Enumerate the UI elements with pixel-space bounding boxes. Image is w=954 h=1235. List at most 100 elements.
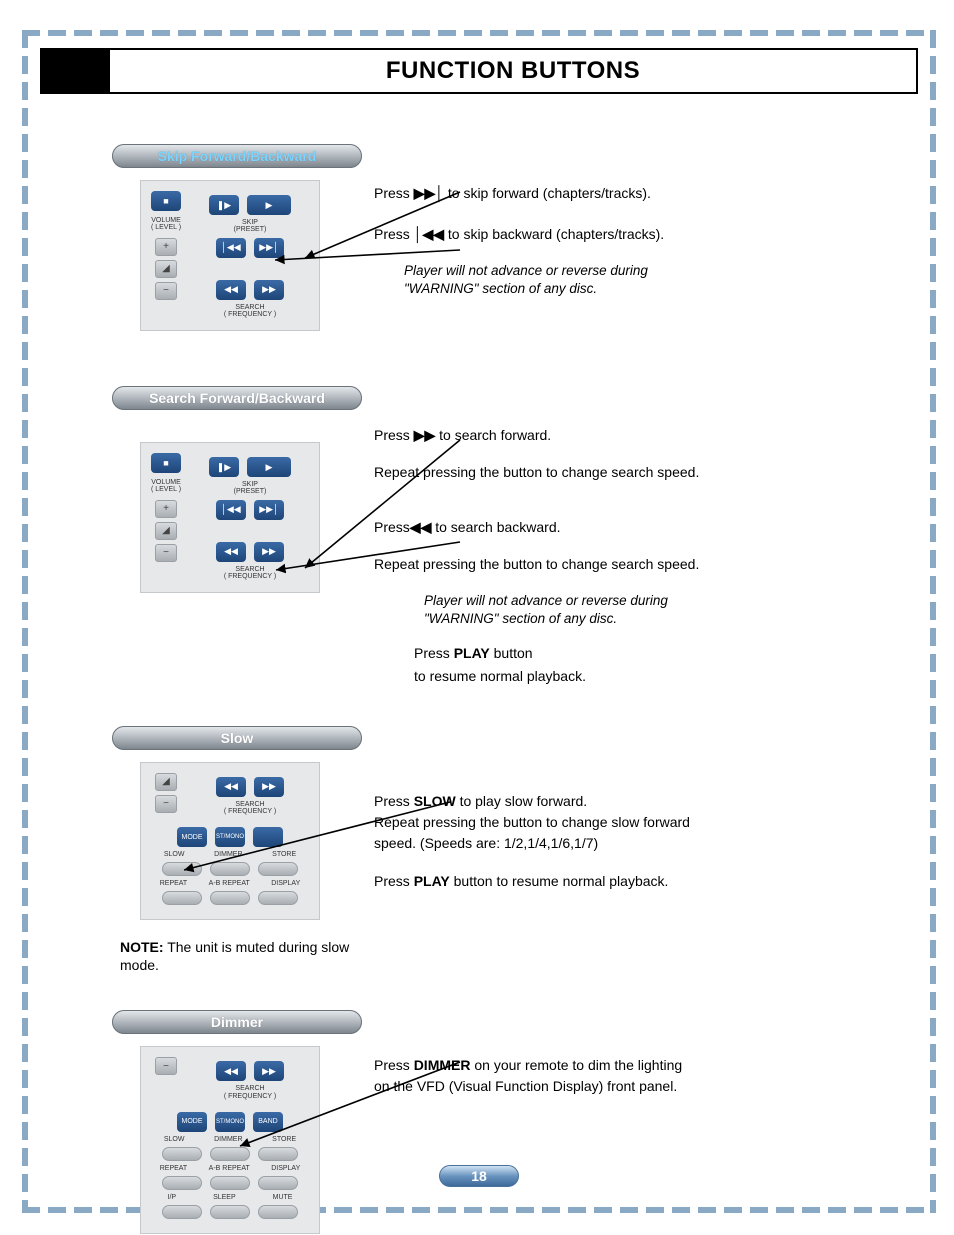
page-title: FUNCTION BUTTONS [110,50,916,92]
pause-play-icon: ❚▶ [209,457,239,477]
section-skip: Skip Forward/Backward ■ VOLUME ( LEVEL )… [40,144,918,350]
vol-up-icon: + [155,238,177,256]
t: REPEAT [160,1165,188,1172]
frame-top [22,30,936,36]
search-label: SEARCH ( FREQUENCY ) [189,1085,311,1100]
search-back-icon: ◀◀ [216,280,246,300]
skip-fwd-icon: ▶▶│ [254,500,284,520]
t: A-B REPEAT [209,880,250,887]
t: STORE [272,851,296,858]
play-icon: ▶ [247,195,291,215]
t: PLAY [454,645,490,661]
blank-btn [253,827,283,847]
skip-fwd-icon: ▶▶│ [254,238,284,258]
frame-right [930,30,936,1213]
t: Repeat pressing the button to change slo… [374,813,918,832]
search-fwd-icon: ▶▶ [254,777,284,797]
t: MUTE [273,1194,293,1201]
t: to resume normal playback. [414,667,918,686]
t: to search backward. [431,519,560,535]
t: Press [374,519,410,535]
skip-label: SKIP (PRESET) [189,219,311,234]
t: Press [374,185,414,201]
t: DISPLAY [271,1165,300,1172]
display-btn [258,891,298,905]
t: button [490,645,533,661]
remote-illustration-skip: ■ VOLUME ( LEVEL ) + ◢ − ❚▶ ▶ SKIP (PRES… [140,180,350,350]
t: Press [374,226,414,242]
search-label: SEARCH ( FREQUENCY ) [189,801,311,816]
t: "WARNING" section of any disc. [404,281,597,296]
play-icon: ▶ [247,457,291,477]
t: to skip backward (chapters/tracks). [444,226,664,242]
pill-search: Search Forward/Backward [112,386,362,410]
t: SLOW [164,851,185,858]
t: to search forward. [435,427,551,443]
t: to skip forward (chapters/tracks). [444,185,651,201]
t: on the VFD (Visual Function Display) fro… [374,1077,918,1096]
vol-down-icon: − [155,544,177,562]
repeat-btn [162,891,202,905]
t: Repeat pressing the button to change sea… [374,463,918,482]
pill-slow: Slow [112,726,362,750]
search-text: Press ▶▶ to search forward. Repeat press… [374,422,918,690]
search-back-glyph-icon: ◀◀ [410,519,432,535]
page-number: 18 [439,1165,519,1187]
dimmer-text: Press DIMMER on your remote to dim the l… [374,1046,918,1114]
skip-label: SKIP (PRESET) [189,481,311,496]
stmono-btn: ST/MONO [215,827,245,847]
dimmer-btn [210,1147,250,1161]
t: DISPLAY [271,880,300,887]
vol-mid-icon: ◢ [155,522,177,540]
t: Player will not advance or reverse durin… [404,263,648,278]
search-fwd-icon: ▶▶ [254,1061,284,1081]
search-fwd-glyph-icon: ▶▶ [414,427,436,443]
slow-note: NOTE: The unit is muted during slow mode… [120,938,360,974]
t: PLAY [414,873,450,889]
ip-btn [162,1205,202,1219]
stop-icon: ■ [151,453,181,473]
store-btn [258,1147,298,1161]
vol-down-icon: − [155,282,177,300]
t: "WARNING" section of any disc. [424,611,617,626]
t: NOTE: [120,939,164,955]
t: Press [374,1057,414,1073]
vol-down-icon: − [155,1057,177,1075]
t: button to resume normal playback. [450,873,669,889]
page-content: FUNCTION BUTTONS Skip Forward/Backward ■… [40,48,918,1195]
remote-illustration-dimmer: − ◀◀ ▶▶ SEARCH ( FREQUENCY ) MODEST/MONO… [140,1046,350,1234]
t: Repeat pressing the button to change sea… [374,555,918,574]
dimmer-btn [210,862,250,876]
stmono-btn: ST/MONO [215,1112,245,1132]
skip-text: Press ▶▶│ to skip forward (chapters/trac… [374,180,918,314]
t: Press [374,873,414,889]
t: Press [374,427,414,443]
frame-left [22,30,28,1213]
t: Press [374,793,414,809]
t: STORE [272,1136,296,1143]
skip-back-icon: │◀◀ [216,500,246,520]
skip-fwd-glyph-icon: ▶▶│ [414,185,444,201]
search-label: SEARCH ( FREQUENCY ) [189,304,311,319]
section-search: Search Forward/Backward ■ VOLUME ( LEVEL… [40,386,918,690]
skip-back-glyph-icon: │◀◀ [414,226,444,242]
t: SLEEP [213,1194,236,1201]
band-btn: BAND [253,1112,283,1132]
search-fwd-icon: ▶▶ [254,280,284,300]
t: Player will not advance or reverse durin… [424,593,668,608]
slow-text: Press SLOW to play slow forward. Repeat … [374,762,918,910]
t: SLOW [414,793,456,809]
slow-btn [162,862,202,876]
slow-btn [162,1147,202,1161]
title-bar: FUNCTION BUTTONS [40,48,918,94]
vol-mid-icon: ◢ [155,260,177,278]
t: A-B REPEAT [209,1165,250,1172]
search-back-icon: ◀◀ [216,777,246,797]
t: REPEAT [160,880,188,887]
pill-dimmer: Dimmer [112,1010,362,1034]
pause-play-icon: ❚▶ [209,195,239,215]
vol-down-icon: − [155,795,177,813]
t: on your remote to dim the lighting [470,1057,682,1073]
section-slow: Slow ◢ − ◀◀ ▶▶ SEARCH ( F [40,726,918,974]
abrepeat-btn [210,1176,250,1190]
